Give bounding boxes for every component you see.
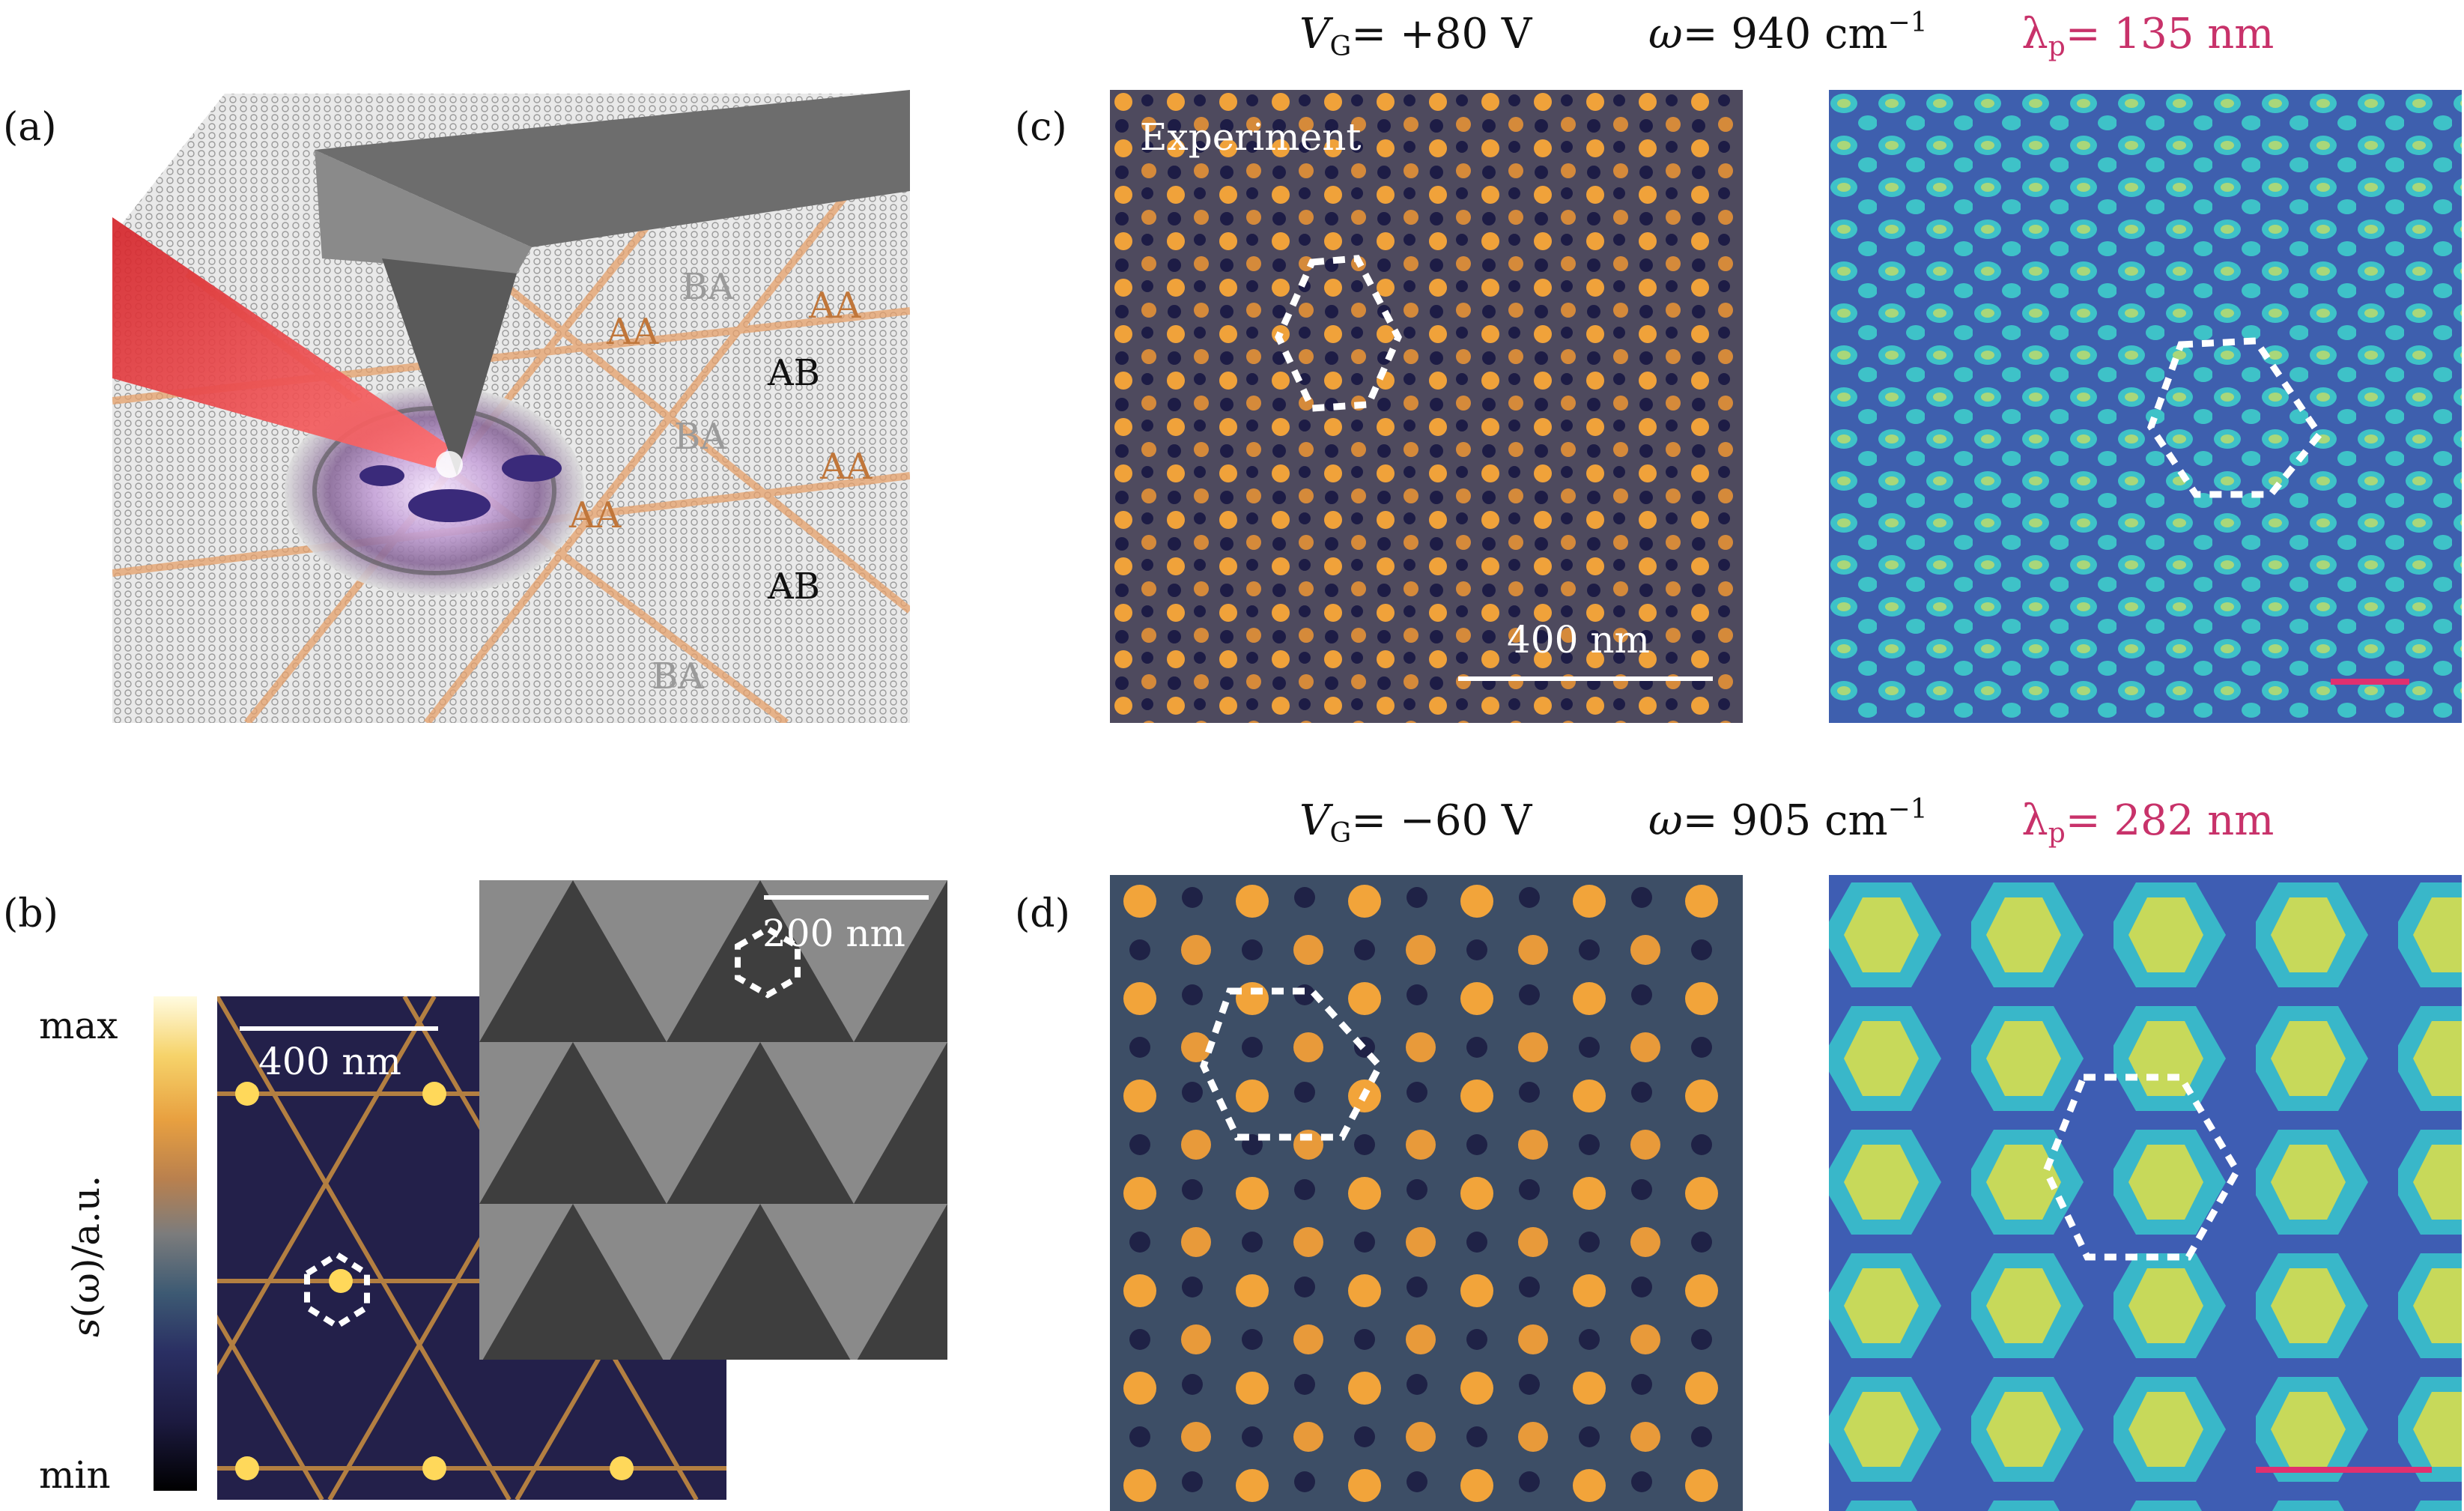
header-top: VG= +80 V ω= 940 cm−1 λp= 135 nm	[1299, 7, 2274, 62]
omega-symbol: ω	[1648, 796, 1683, 845]
twisted-bilayer-render	[112, 90, 910, 723]
colorbar-axis-label: s(ω)/a.u.	[64, 1175, 108, 1337]
simulation-map-c	[1829, 90, 2462, 723]
omega-symbol: ω	[1648, 10, 1683, 58]
experiment-label: Experiment	[1140, 115, 1362, 159]
omega-exponent: −1	[1887, 7, 1928, 38]
lambda-subscript: p	[2048, 818, 2066, 849]
colorbar-max-label: max	[39, 1004, 118, 1047]
triangular-domains	[479, 880, 947, 1360]
colorbar-axis-rest: (ω)/a.u.	[64, 1175, 108, 1318]
stack-label-aa-1: AA	[809, 285, 861, 327]
near-field-map-d	[1110, 875, 1743, 1511]
lambda-value: = 135 nm	[2065, 10, 2275, 58]
lambda-value: = 282 nm	[2065, 796, 2275, 845]
panel-a-illustration: BA AA AA AB BA AA AA AB BA	[112, 86, 910, 723]
panel-c-simulation-image	[1829, 90, 2462, 723]
header-bottom: VG= −60 V ω= 905 cm−1 λp= 282 nm	[1299, 794, 2274, 849]
simulation-map-d	[1829, 875, 2462, 1511]
stack-label-aa-2: AA	[607, 311, 659, 353]
scalebar-400nm-c	[1458, 676, 1713, 681]
panel-b-dark-field-image: 200 nm	[479, 880, 947, 1360]
omega-value: = 905 cm	[1682, 796, 1888, 845]
scalebar-pink-d	[2256, 1467, 2432, 1473]
omega-exponent: −1	[1887, 794, 1928, 825]
panel-d-simulation-image	[1829, 875, 2462, 1511]
scalebar-200nm	[764, 895, 929, 900]
lambda-subscript: p	[2048, 31, 2066, 62]
panel-c-experiment-image: Experiment 400 nm	[1110, 90, 1743, 723]
panel-label-a: (a)	[3, 105, 57, 150]
vg-value: = +80 V	[1351, 10, 1532, 58]
stack-label-ab-2: AB	[768, 566, 820, 608]
panel-label-d: (d)	[1015, 891, 1070, 936]
lambda-symbol: λ	[2021, 796, 2048, 845]
stack-label-aa-4: AA	[569, 494, 622, 536]
panel-d-experiment-image	[1110, 875, 1743, 1511]
panel-label-b: (b)	[3, 891, 58, 936]
scalebar-label-200nm: 200 nm	[762, 912, 905, 955]
lambda-symbol: λ	[2021, 10, 2048, 58]
scalebar-400nm-b	[240, 1026, 438, 1031]
scalebar-label-400nm-b: 400 nm	[258, 1040, 401, 1083]
vg-value: = −60 V	[1351, 796, 1532, 845]
omega-value: = 940 cm	[1682, 10, 1888, 58]
stack-label-ba-1: BA	[682, 266, 734, 308]
colorbar	[154, 996, 197, 1491]
panel-label-c: (c)	[1015, 105, 1067, 150]
vg-symbol: V	[1299, 796, 1330, 845]
stack-label-ba-3: BA	[652, 655, 704, 697]
stack-label-ba-2: BA	[674, 416, 726, 458]
colorbar-axis-symbol: s	[64, 1318, 108, 1337]
scalebar-label-400nm-c: 400 nm	[1507, 618, 1650, 661]
vg-symbol: V	[1299, 10, 1330, 58]
vg-subscript: G	[1329, 818, 1352, 849]
colorbar-min-label: min	[39, 1453, 111, 1497]
stack-label-ab-1: AB	[768, 352, 820, 394]
scalebar-pink-c	[2331, 679, 2409, 685]
stack-label-aa-3: AA	[820, 446, 873, 488]
near-field-map-c	[1110, 90, 1743, 723]
vg-subscript: G	[1329, 31, 1352, 62]
